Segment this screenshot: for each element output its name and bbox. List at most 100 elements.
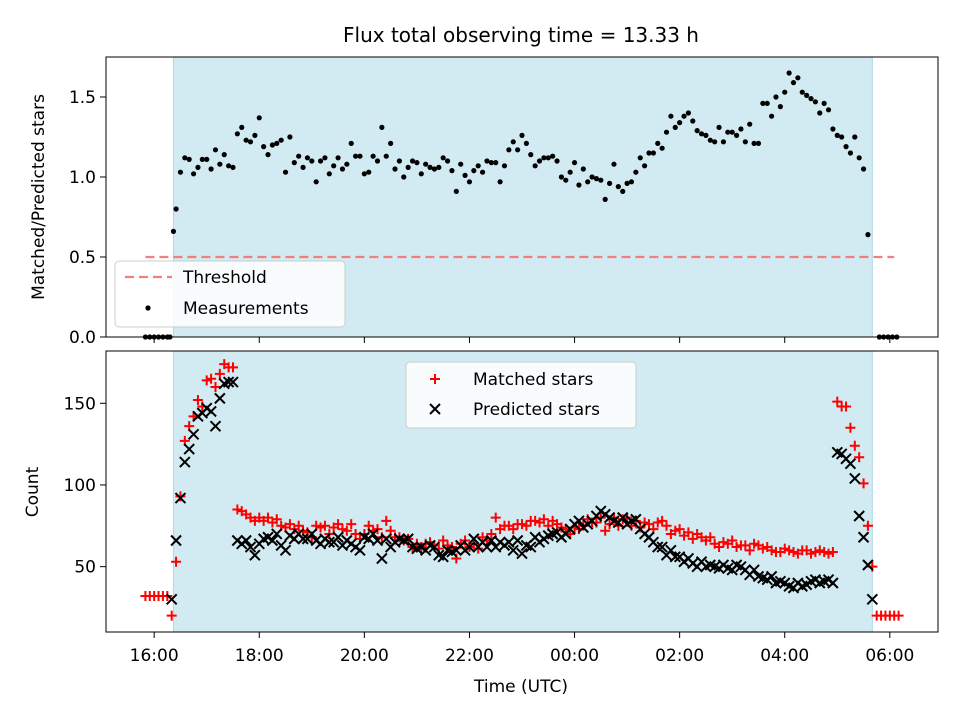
measurement-point xyxy=(265,152,271,158)
measurement-point xyxy=(834,132,840,138)
predicted-stars-point xyxy=(227,376,239,388)
measurement-point xyxy=(331,163,337,169)
predicted-stars-point xyxy=(266,534,279,547)
predicted-stars-point xyxy=(630,513,642,525)
bottom-legend-box xyxy=(405,361,637,429)
predicted-stars-point xyxy=(481,541,493,553)
predicted-stars-point xyxy=(244,541,257,553)
measurement-point xyxy=(221,152,227,158)
measurement-point xyxy=(475,163,481,169)
predicted-stars-point xyxy=(866,593,879,606)
bottom-legend: Matched stars Predicted stars xyxy=(405,361,637,429)
measurement-point xyxy=(550,153,556,159)
predicted-stars-point xyxy=(573,515,585,527)
measurement-point xyxy=(388,140,394,146)
measurement-point xyxy=(615,184,621,190)
measurement-point xyxy=(563,177,569,183)
measurement-point xyxy=(720,139,727,145)
measurement-point xyxy=(804,92,810,98)
matched-stars-point xyxy=(346,519,357,530)
measurement-point xyxy=(418,171,424,177)
predicted-stars-point xyxy=(853,510,865,522)
measurement-point xyxy=(808,96,814,102)
measurement-point xyxy=(501,163,508,169)
matched-stars-point xyxy=(744,545,755,556)
measurement-point xyxy=(839,134,845,140)
matched-stars-point xyxy=(814,545,825,556)
measurement-point xyxy=(431,166,438,172)
measurement-point xyxy=(440,155,446,161)
measurement-point xyxy=(698,131,705,137)
measurement-points xyxy=(142,70,900,340)
measurement-point xyxy=(170,228,177,234)
measurement-point xyxy=(479,169,486,175)
measurement-point xyxy=(729,129,735,135)
measurement-point xyxy=(190,171,197,177)
measurement-point xyxy=(414,160,420,166)
bottom-panel: 50 100 150 16:00 18:00 20:00 22:00 00:00 02:00 0… xyxy=(23,350,939,697)
matched-stars-point xyxy=(687,533,698,544)
matched-stars-point xyxy=(841,401,852,412)
predicted-stars-point xyxy=(240,534,252,547)
measurement-point xyxy=(536,158,543,164)
measurement-point xyxy=(357,153,363,159)
measurement-point xyxy=(186,156,192,162)
measurement-point xyxy=(567,169,573,175)
measurement-point xyxy=(633,169,639,175)
measurement-point xyxy=(462,172,468,178)
measurement-point xyxy=(466,179,473,185)
measurement-point xyxy=(252,132,258,138)
measurement-point xyxy=(278,137,284,143)
measurement-point xyxy=(541,155,547,161)
matched-stars-point xyxy=(538,514,549,525)
matched-stars-point xyxy=(779,543,790,554)
matched-stars-point xyxy=(341,525,352,536)
measurement-point xyxy=(620,188,626,194)
matched-stars-point xyxy=(674,524,685,535)
measurement-point xyxy=(690,118,696,124)
measurement-point xyxy=(401,174,407,180)
matched-stars-point xyxy=(784,545,795,556)
predicted-stars-points xyxy=(165,376,879,606)
measurement-point xyxy=(488,160,494,166)
measurement-point xyxy=(309,158,315,164)
measurement-point xyxy=(497,179,503,185)
measurement-point xyxy=(353,153,359,159)
legend-predicted-label: Predicted stars xyxy=(473,400,600,420)
measurement-point xyxy=(173,206,179,212)
measurement-point xyxy=(764,100,770,106)
matched-stars-point xyxy=(862,520,873,531)
matched-stars-point xyxy=(293,520,304,531)
measurement-point xyxy=(747,121,753,127)
matched-stars-point xyxy=(271,514,282,525)
measurement-point xyxy=(782,89,788,95)
measurement-point xyxy=(598,177,604,183)
x-tick-label: 22:00 xyxy=(445,646,494,666)
matched-stars-point xyxy=(175,491,186,502)
measurement-point xyxy=(436,164,442,170)
predicted-stars-point xyxy=(279,544,292,557)
measurement-point xyxy=(234,131,240,137)
measurement-point xyxy=(773,94,779,100)
measurement-point xyxy=(795,75,801,81)
measurement-point xyxy=(659,145,665,151)
measurement-point xyxy=(716,124,722,130)
measurement-point xyxy=(344,161,350,167)
measurement-point xyxy=(396,158,402,164)
matched-stars-point xyxy=(670,525,681,536)
predicted-stars-point xyxy=(437,551,449,563)
measurement-point xyxy=(361,171,367,177)
bottom-y-axis-label: Count xyxy=(23,466,43,517)
predicted-stars-point xyxy=(827,577,839,589)
measurement-point xyxy=(585,179,591,185)
matched-stars-point xyxy=(683,527,694,538)
measurement-point xyxy=(493,160,499,166)
matched-stars-point xyxy=(849,440,860,451)
measurement-point xyxy=(799,89,805,95)
predicted-stars-point xyxy=(306,528,318,540)
predicted-stars-point xyxy=(849,472,861,485)
measurement-point xyxy=(177,169,184,175)
matched-stars-point xyxy=(832,396,843,407)
predicted-stars-point xyxy=(179,456,191,468)
